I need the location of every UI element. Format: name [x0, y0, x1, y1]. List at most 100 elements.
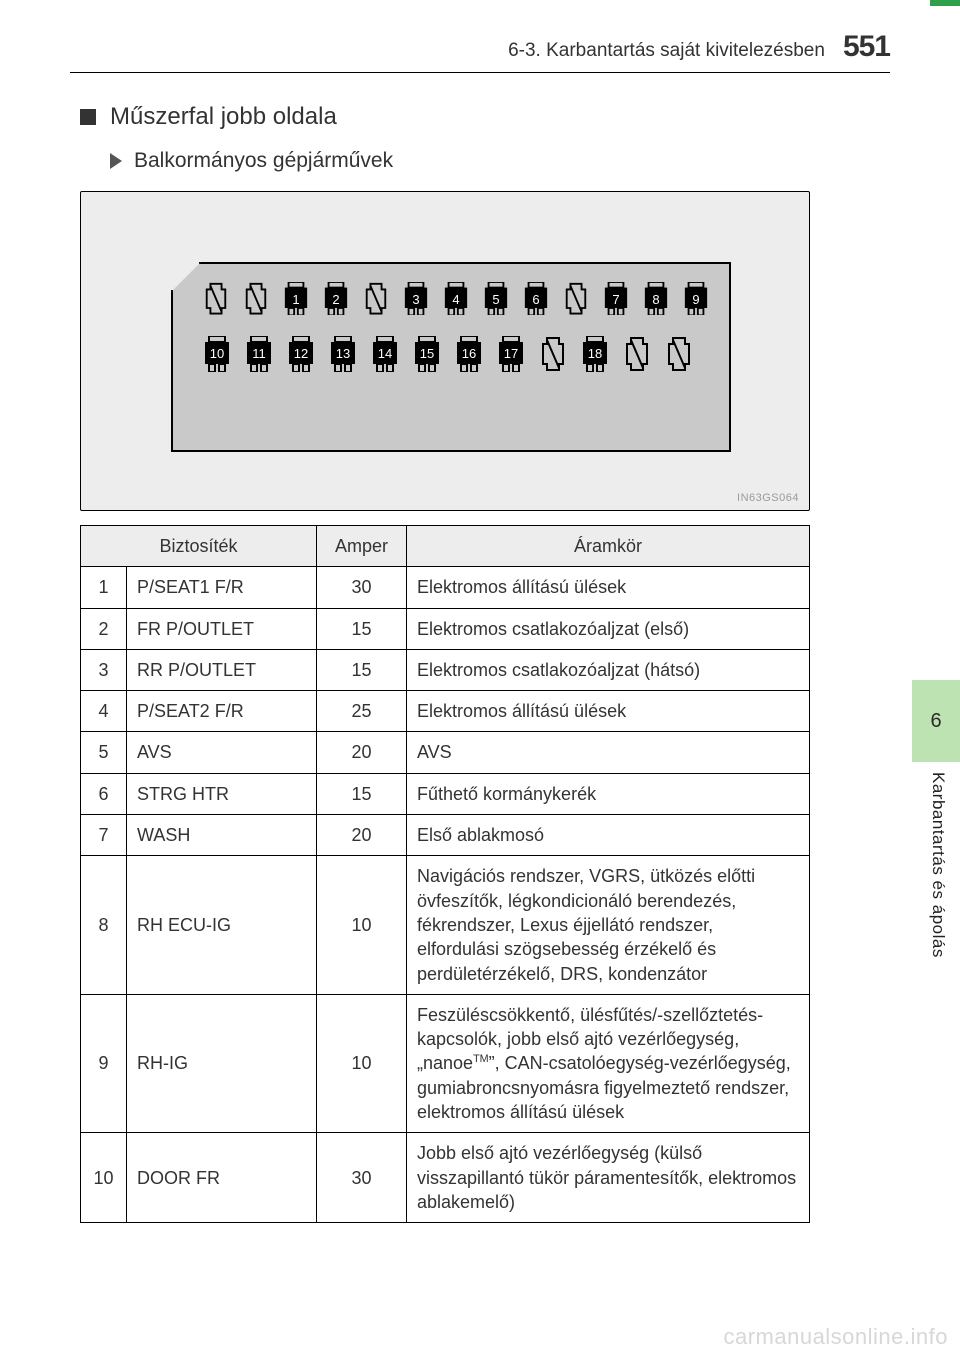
fuse-slot: 8	[643, 282, 669, 318]
fuse-slot-blank	[243, 282, 269, 318]
cell-index: 9	[81, 994, 127, 1132]
fuse-slot: 4	[443, 282, 469, 318]
col-amp-header: Amper	[317, 526, 407, 567]
page-content: 6-3. Karbantartás saját kivitelezésben 5…	[0, 0, 960, 1233]
fuse-slot: 14	[371, 336, 399, 372]
fuse-slot-number: 11	[245, 336, 273, 372]
cell-amp: 15	[317, 649, 407, 690]
fuse-slot-blank	[363, 282, 389, 318]
fuse-slot: 2	[323, 282, 349, 318]
cell-description: Első ablakmosó	[407, 815, 810, 856]
fuse-slot-number: 5	[483, 282, 509, 318]
cell-description: Fűthető kormánykerék	[407, 773, 810, 814]
cell-fuse-name: RH ECU-IG	[127, 856, 317, 994]
fuse-slot-blank	[623, 336, 651, 372]
fuse-slot-number: 9	[683, 282, 709, 318]
cell-index: 3	[81, 649, 127, 690]
chapter-tab-label: Karbantartás és ápolás	[928, 772, 948, 958]
cell-description: Navigációs rendszer, VGRS, ütközés előtt…	[407, 856, 810, 994]
cell-index: 8	[81, 856, 127, 994]
page-number: 551	[843, 30, 890, 64]
cell-amp: 30	[317, 567, 407, 608]
cell-amp: 10	[317, 994, 407, 1132]
cell-description: Elektromos állítású ülések	[407, 567, 810, 608]
fuse-slot: 11	[245, 336, 273, 372]
cell-amp: 10	[317, 856, 407, 994]
cell-fuse-name: RH-IG	[127, 994, 317, 1132]
cell-index: 4	[81, 691, 127, 732]
fuse-slot-number: 17	[497, 336, 525, 372]
fuse-slot-blank	[539, 336, 567, 372]
cell-description: Feszüléscsökkentő, ülésfűtés/-szellőztet…	[407, 994, 810, 1132]
fuse-row-top: 123456789	[203, 282, 719, 318]
chapter-tab: 6	[912, 680, 960, 762]
fuse-slot: 17	[497, 336, 525, 372]
cell-index: 2	[81, 608, 127, 649]
cell-fuse-name: P/SEAT1 F/R	[127, 567, 317, 608]
fuse-slot-number: 14	[371, 336, 399, 372]
col-fuse-header: Biztosíték	[81, 526, 317, 567]
cell-amp: 15	[317, 608, 407, 649]
fuse-slot-blank	[563, 282, 589, 318]
fuse-slot: 13	[329, 336, 357, 372]
cell-amp: 15	[317, 773, 407, 814]
fuse-slot-blank	[203, 282, 229, 318]
fuse-slot: 18	[581, 336, 609, 372]
fuse-slot-number: 4	[443, 282, 469, 318]
table-row: 1P/SEAT1 F/R30Elektromos állítású ülések	[81, 567, 810, 608]
watermark: carmanualsonline.info	[723, 1324, 948, 1350]
table-row: 8RH ECU-IG10Navigációs rendszer, VGRS, ü…	[81, 856, 810, 994]
fuse-slot-number: 16	[455, 336, 483, 372]
section-heading: Műszerfal jobb oldala	[80, 103, 890, 131]
chapter-title: 6-3. Karbantartás saját kivitelezésben	[508, 40, 825, 62]
fusebox-notch	[171, 262, 201, 292]
fuse-slot-number: 2	[323, 282, 349, 318]
cell-fuse-name: DOOR FR	[127, 1133, 317, 1223]
table-row: 3RR P/OUTLET15Elektromos csatlakozóaljza…	[81, 649, 810, 690]
diagram-code: IN63GS064	[737, 492, 799, 504]
cell-fuse-name: STRG HTR	[127, 773, 317, 814]
fuse-slot: 12	[287, 336, 315, 372]
cell-description: Elektromos állítású ülések	[407, 691, 810, 732]
cell-fuse-name: RR P/OUTLET	[127, 649, 317, 690]
fuse-slot-number: 15	[413, 336, 441, 372]
fuse-slot-number: 12	[287, 336, 315, 372]
cell-description: Jobb első ajtó vezérlőegység (külső viss…	[407, 1133, 810, 1223]
cell-amp: 20	[317, 732, 407, 773]
cell-index: 5	[81, 732, 127, 773]
fuse-slot: 6	[523, 282, 549, 318]
cell-index: 1	[81, 567, 127, 608]
fuse-rows: 123456789 101112131415161718	[203, 282, 719, 390]
fuse-slot-number: 18	[581, 336, 609, 372]
fuse-slot: 15	[413, 336, 441, 372]
fuse-slot-number: 8	[643, 282, 669, 318]
sub-heading: Balkormányos gépjárművek	[110, 149, 890, 173]
chapter-tab-number: 6	[930, 710, 941, 733]
fuse-slot: 9	[683, 282, 709, 318]
table-row: 10DOOR FR30Jobb első ajtó vezérlőegység …	[81, 1133, 810, 1223]
fuse-slot-number: 1	[283, 282, 309, 318]
cell-amp: 20	[317, 815, 407, 856]
fuse-slot-number: 10	[203, 336, 231, 372]
fuse-slot: 16	[455, 336, 483, 372]
fuse-slot: 10	[203, 336, 231, 372]
cell-description: Elektromos csatlakozóaljzat (hátsó)	[407, 649, 810, 690]
table-row: 4P/SEAT2 F/R25Elektromos állítású ülések	[81, 691, 810, 732]
table-row: 5AVS20AVS	[81, 732, 810, 773]
fusebox-diagram: 123456789 101112131415161718 IN63GS064	[80, 191, 810, 511]
fuse-slot: 5	[483, 282, 509, 318]
cell-amp: 25	[317, 691, 407, 732]
fuse-slot-blank	[665, 336, 693, 372]
triangle-bullet-icon	[110, 153, 122, 169]
table-row: 9RH-IG10Feszüléscsökkentő, ülésfűtés/-sz…	[81, 994, 810, 1132]
fuse-slot: 3	[403, 282, 429, 318]
fuse-table: Biztosíték Amper Áramkör 1P/SEAT1 F/R30E…	[80, 525, 810, 1223]
cell-description: AVS	[407, 732, 810, 773]
section-title: Műszerfal jobb oldala	[110, 103, 337, 131]
table-row: 7WASH20Első ablakmosó	[81, 815, 810, 856]
page-header: 6-3. Karbantartás saját kivitelezésben 5…	[70, 30, 890, 73]
square-bullet-icon	[80, 109, 96, 125]
table-row: 2FR P/OUTLET15Elektromos csatlakozóaljza…	[81, 608, 810, 649]
cell-index: 6	[81, 773, 127, 814]
fuse-row-bottom: 10 11 12 13 14 15 16 17 18	[203, 336, 719, 372]
